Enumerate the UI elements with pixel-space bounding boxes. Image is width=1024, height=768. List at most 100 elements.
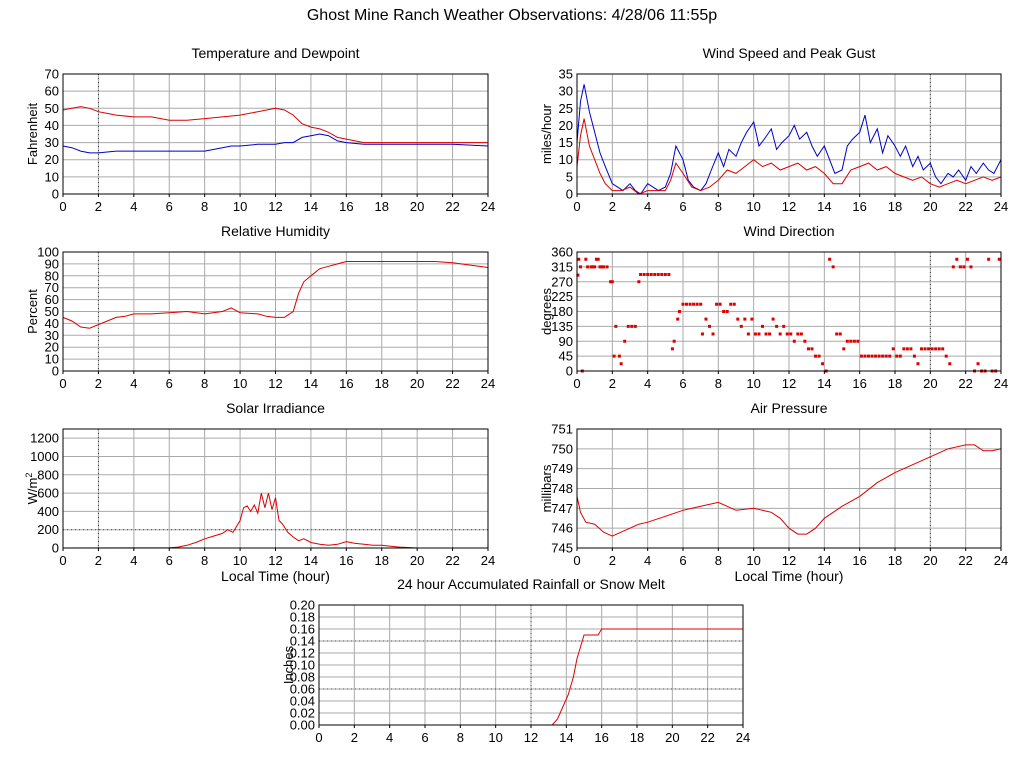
x-tick-label: 4	[130, 199, 137, 214]
x-tick-label: 6	[679, 376, 686, 391]
data-point	[670, 347, 674, 351]
x-tick-label: 14	[817, 553, 831, 568]
x-tick-label: 6	[166, 553, 173, 568]
chart-press: 0 2 4 6 8 10 12 14 16 18 20 22 247457467477487497507…	[539, 400, 1008, 584]
x-tick-label: 18	[375, 199, 389, 214]
y-tick-label: 10	[559, 152, 573, 167]
data-point	[870, 354, 874, 358]
data-point	[828, 257, 832, 261]
data-point	[676, 317, 680, 321]
data-point	[842, 347, 846, 351]
x-tick-label: 2	[95, 553, 102, 568]
data-point	[920, 347, 923, 351]
series-line-1	[62, 492, 488, 549]
y-tick-label: 748	[551, 481, 573, 496]
x-tick-label: 18	[888, 553, 902, 568]
data-point	[677, 310, 681, 313]
x-tick-label: 4	[386, 730, 393, 745]
y-tick-label: 80	[45, 268, 59, 283]
x-tick-label: 16	[594, 730, 608, 745]
y-axis-label-text: miles/hour	[539, 103, 554, 164]
y-tick-label: 20	[559, 118, 573, 133]
data-point	[863, 354, 867, 358]
data-point	[612, 354, 616, 358]
data-point	[646, 272, 650, 276]
y-tick-label: 200	[37, 522, 59, 537]
data-point	[969, 265, 973, 269]
y-tick-label: 0.00	[290, 718, 315, 733]
data-point	[681, 302, 685, 306]
x-tick-label: 10	[746, 199, 760, 214]
data-point	[639, 272, 643, 276]
x-tick-label: 20	[410, 553, 424, 568]
data-point	[750, 317, 754, 321]
y-tick-label: 50	[45, 304, 59, 319]
data-point	[955, 257, 959, 261]
data-point	[692, 302, 696, 306]
x-tick-label: 2	[351, 730, 358, 745]
x-tick-label: 16	[852, 199, 866, 214]
data-point	[596, 257, 600, 261]
data-point	[576, 273, 580, 277]
y-tick-label: 0.06	[290, 682, 315, 697]
data-point	[891, 347, 895, 351]
chart-title: Air Pressure	[750, 400, 827, 416]
y-tick-label: 0	[566, 364, 573, 379]
y-tick-label: 0.18	[290, 610, 315, 625]
x-tick-label: 4	[644, 553, 651, 568]
x-tick-label: 20	[665, 730, 679, 745]
data-point	[753, 332, 757, 336]
x-tick-label: 12	[268, 553, 282, 568]
data-point	[708, 324, 711, 328]
x-tick-label: 2	[609, 376, 616, 391]
chart-rh: 0 2 4 6 8 10 12 14 16 18 20 22 240102030405060708090…	[25, 223, 495, 391]
y-axis-label-text: Fahrenheit	[25, 103, 40, 166]
series-line-1	[576, 84, 1002, 195]
x-tick-label: 22	[958, 376, 972, 391]
data-point	[623, 339, 627, 343]
data-point	[877, 354, 881, 358]
y-tick-label: 225	[551, 289, 573, 304]
series-line-1	[62, 106, 488, 144]
x-axis-label: Local Time (hour)	[221, 568, 330, 584]
x-tick-label: 2	[609, 553, 616, 568]
data-point	[653, 272, 657, 276]
x-tick-label: 18	[888, 199, 902, 214]
y-tick-label: 15	[559, 135, 573, 150]
y-tick-label: 800	[37, 467, 59, 482]
x-tick-label: 8	[457, 730, 464, 745]
chart-wdir: 0 2 4 6 8 10 12 14 16 18 20 22 240459013518022527031…	[539, 223, 1008, 391]
x-tick-label: 24	[481, 199, 495, 214]
x-tick-label: 8	[715, 553, 722, 568]
x-tick-label: 6	[679, 553, 686, 568]
data-point	[711, 332, 715, 336]
x-tick-label: 6	[679, 199, 686, 214]
data-point	[789, 332, 793, 336]
y-tick-label: 5	[566, 169, 573, 184]
data-point	[803, 339, 807, 343]
series-line-2	[62, 133, 489, 154]
data-point	[934, 347, 938, 351]
y-tick-label: 180	[551, 304, 573, 319]
data-point	[845, 339, 849, 343]
data-point	[958, 265, 962, 269]
y-axis-label-text: W/m	[25, 478, 40, 505]
y-tick-label: 60	[45, 292, 59, 307]
y-tick-label: 0.10	[290, 658, 315, 673]
data-point	[831, 265, 835, 269]
x-tick-label: 24	[994, 553, 1008, 568]
y-tick-label: 746	[551, 521, 573, 536]
data-point	[916, 362, 920, 366]
data-point	[725, 310, 729, 313]
data-point	[817, 354, 821, 358]
y-tick-label: 10	[45, 169, 59, 184]
data-point	[593, 265, 597, 269]
x-tick-label: 22	[445, 199, 459, 214]
x-tick-label: 16	[339, 376, 353, 391]
data-point	[987, 257, 991, 261]
y-tick-label: 600	[37, 486, 59, 501]
data-point	[609, 280, 613, 284]
y-axis-label: W/m2	[24, 473, 40, 505]
x-tick-label: 20	[410, 376, 424, 391]
x-tick-label: 6	[166, 199, 173, 214]
